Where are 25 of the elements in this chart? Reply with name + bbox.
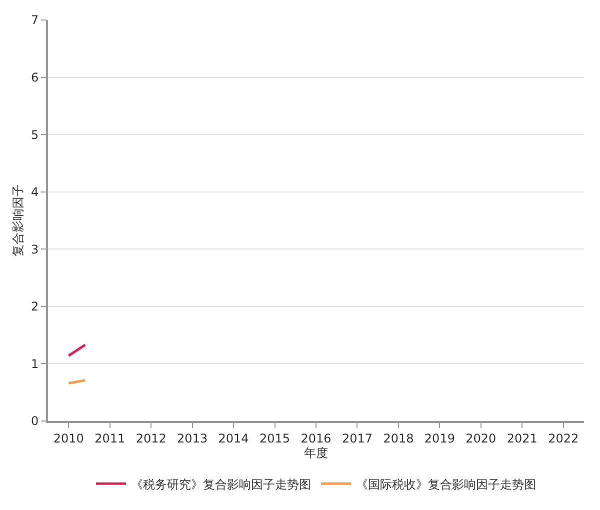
y-axis-title: 复合影响因子 bbox=[10, 184, 25, 256]
y-tick-label: 7 bbox=[30, 13, 39, 28]
x-tick-label: 2012 bbox=[136, 431, 166, 446]
y-tick-label: 0 bbox=[30, 414, 39, 428]
x-tick-label: 2014 bbox=[218, 431, 249, 446]
x-tick-label: 2021 bbox=[506, 431, 538, 446]
x-tick-label: 2013 bbox=[177, 431, 208, 446]
y-tick-label: 4 bbox=[30, 185, 39, 200]
y-tick-label: 5 bbox=[30, 128, 39, 142]
y-tick-label: 1 bbox=[30, 356, 39, 371]
legend-label: 《税务研究》复合影响因子走势图 bbox=[131, 477, 311, 492]
x-tick-label: 2022 bbox=[548, 431, 579, 446]
y-tick-label: 3 bbox=[30, 242, 39, 256]
y-tick-label: 6 bbox=[30, 70, 39, 84]
legend-label: 《国际税收》复合影响因子走势图 bbox=[356, 477, 536, 492]
x-tick-label: 2019 bbox=[424, 431, 455, 446]
x-tick-label: 2018 bbox=[383, 431, 414, 446]
y-tick-label: 2 bbox=[30, 300, 39, 314]
x-tick-label: 2016 bbox=[300, 431, 332, 446]
x-axis-title: 年度 bbox=[304, 446, 328, 460]
x-tick-label: 2011 bbox=[94, 431, 126, 446]
x-tick-label: 2015 bbox=[259, 431, 290, 446]
x-tick-label: 2010 bbox=[53, 431, 84, 446]
x-tick-label: 2020 bbox=[466, 431, 496, 446]
x-tick-label: 2017 bbox=[342, 431, 373, 446]
